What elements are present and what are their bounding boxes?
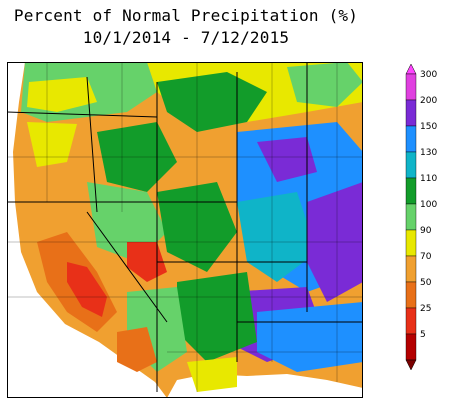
map-frame — [7, 62, 363, 398]
legend-label-70: 70 — [420, 252, 432, 262]
region-mt-green — [157, 72, 267, 132]
legend-label-100: 100 — [420, 200, 437, 210]
county-lines — [7, 62, 363, 392]
legend-top-arrow — [405, 63, 417, 75]
precipitation-map — [7, 62, 363, 398]
ocean-area — [7, 62, 167, 398]
region-ca-severe — [67, 262, 107, 317]
legend-label-25: 25 — [420, 304, 431, 314]
legend-swatch-70 — [405, 255, 417, 283]
region-co-teal — [237, 192, 317, 282]
legend-swatch-100 — [405, 203, 417, 231]
legend-label-130: 130 — [420, 148, 437, 158]
region-or-yellow — [27, 122, 77, 167]
region-nd-green — [287, 62, 363, 107]
color-legend: 300 200 150 130 110 100 90 70 50 25 5 — [405, 63, 437, 371]
legend-swatch-25 — [405, 307, 417, 335]
region-wa-yellow — [27, 77, 97, 112]
legend-swatch-90 — [405, 229, 417, 257]
legend-label-200: 200 — [420, 96, 437, 106]
legend-label-5: 5 — [420, 330, 426, 340]
region-socal-dry — [117, 327, 157, 372]
legend-swatch-130 — [405, 151, 417, 179]
date-range-subtitle: 10/1/2014 - 7/12/2015 — [82, 28, 290, 47]
region-sw-yellow — [187, 357, 237, 392]
legend-swatch-300 — [405, 73, 417, 101]
map-title: Percent of Normal Precipitation (%) — [13, 6, 359, 25]
legend-bottom-arrow — [405, 359, 417, 371]
legend-swatch-5 — [405, 333, 417, 361]
legend-label-90: 90 — [420, 226, 432, 236]
legend-swatch-150 — [405, 125, 417, 153]
legend-label-150: 150 — [420, 122, 437, 132]
legend-label-300: 300 — [420, 70, 437, 80]
legend-swatch-200 — [405, 99, 417, 127]
legend-label-110: 110 — [420, 174, 437, 184]
legend-label-50: 50 — [420, 278, 432, 288]
legend-swatch-110 — [405, 177, 417, 205]
region-south-blue — [257, 302, 363, 372]
legend-swatch-50 — [405, 281, 417, 309]
